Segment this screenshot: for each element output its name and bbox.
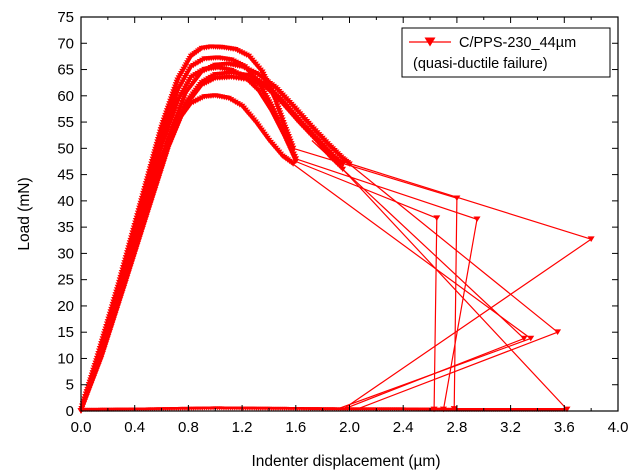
x-tick-label: 1.6 xyxy=(285,419,306,436)
y-tick-label: 20 xyxy=(57,298,74,315)
y-tick-label: 50 xyxy=(57,140,74,157)
failure-jump-markers xyxy=(554,329,562,335)
y-axis-title: Load (mN) xyxy=(16,177,33,250)
x-tick-label: 2.0 xyxy=(339,419,360,436)
y-tick-label: 0 xyxy=(66,403,74,420)
failure-jump-markers xyxy=(527,335,535,342)
data-point-marker xyxy=(292,158,300,165)
y-tick-label: 15 xyxy=(57,324,74,341)
y-axis: 0 5 10 15 20 25 30 35 40 45 50 55 60 65 70 75 xyxy=(57,9,618,420)
y-tick-label: 35 xyxy=(57,219,74,236)
failure-jump-markers xyxy=(520,335,528,342)
data-point-marker xyxy=(527,335,535,342)
y-tick-label: 10 xyxy=(57,350,74,367)
y-tick-label: 65 xyxy=(57,62,74,79)
data-point-marker xyxy=(473,216,481,223)
failure-jump-markers xyxy=(587,236,595,243)
x-tick-label: 0.8 xyxy=(178,419,199,436)
loading-curve-line xyxy=(80,67,297,412)
x-tick-label: 3.6 xyxy=(554,419,575,436)
y-tick-label: 40 xyxy=(57,193,74,210)
y-tick-label: 75 xyxy=(57,9,74,26)
data-point-marker xyxy=(554,329,562,335)
legend-box xyxy=(401,27,611,78)
x-tick-label: 2.8 xyxy=(446,419,467,436)
x-tick-label: 0.4 xyxy=(124,419,145,436)
y-tick-label: 70 xyxy=(57,35,74,52)
loading-curve-line xyxy=(80,57,297,412)
legend-series-label: C/PPS-230_44µm xyxy=(459,35,576,51)
x-tick-label: 3.2 xyxy=(500,419,521,436)
x-axis: 0.0 0.4 0.8 1.2 1.6 2.0 2.4 2.8 3.2 3.6 4.0 xyxy=(71,17,629,436)
failure-jump-line xyxy=(292,163,532,410)
x-axis-title: Indenter displacement (µm) xyxy=(252,453,441,470)
x-tick-label: 1.2 xyxy=(232,419,253,436)
data-point-marker xyxy=(520,335,528,342)
legend-marker-icon xyxy=(424,37,436,47)
x-tick-label: 2.4 xyxy=(393,419,414,436)
plot-data-layer xyxy=(77,44,595,414)
legend-series-note: (quasi-ductile failure) xyxy=(413,56,548,72)
y-tick-label: 60 xyxy=(57,88,74,105)
loading-curve-markers xyxy=(77,93,297,414)
legend: C/PPS-230_44µm (quasi-ductile failure) xyxy=(401,27,611,78)
failure-jump-line xyxy=(292,147,458,410)
loading-curve-markers xyxy=(77,65,300,414)
loading-curve-markers xyxy=(77,74,347,414)
loading-curve-line xyxy=(80,63,350,412)
loading-curve-markers xyxy=(77,61,353,414)
data-point-marker xyxy=(587,236,595,243)
y-tick-label: 25 xyxy=(57,272,74,289)
y-tick-label: 30 xyxy=(57,245,74,262)
loading-curve-line xyxy=(80,95,294,412)
x-tick-label: 4.0 xyxy=(608,419,629,436)
failure-jump-line xyxy=(349,163,559,410)
y-tick-label: 45 xyxy=(57,167,74,184)
x-tick-label: 0.0 xyxy=(71,419,92,436)
y-tick-label: 55 xyxy=(57,114,74,131)
data-point-marker xyxy=(433,215,441,222)
y-tick-label: 5 xyxy=(66,377,74,394)
